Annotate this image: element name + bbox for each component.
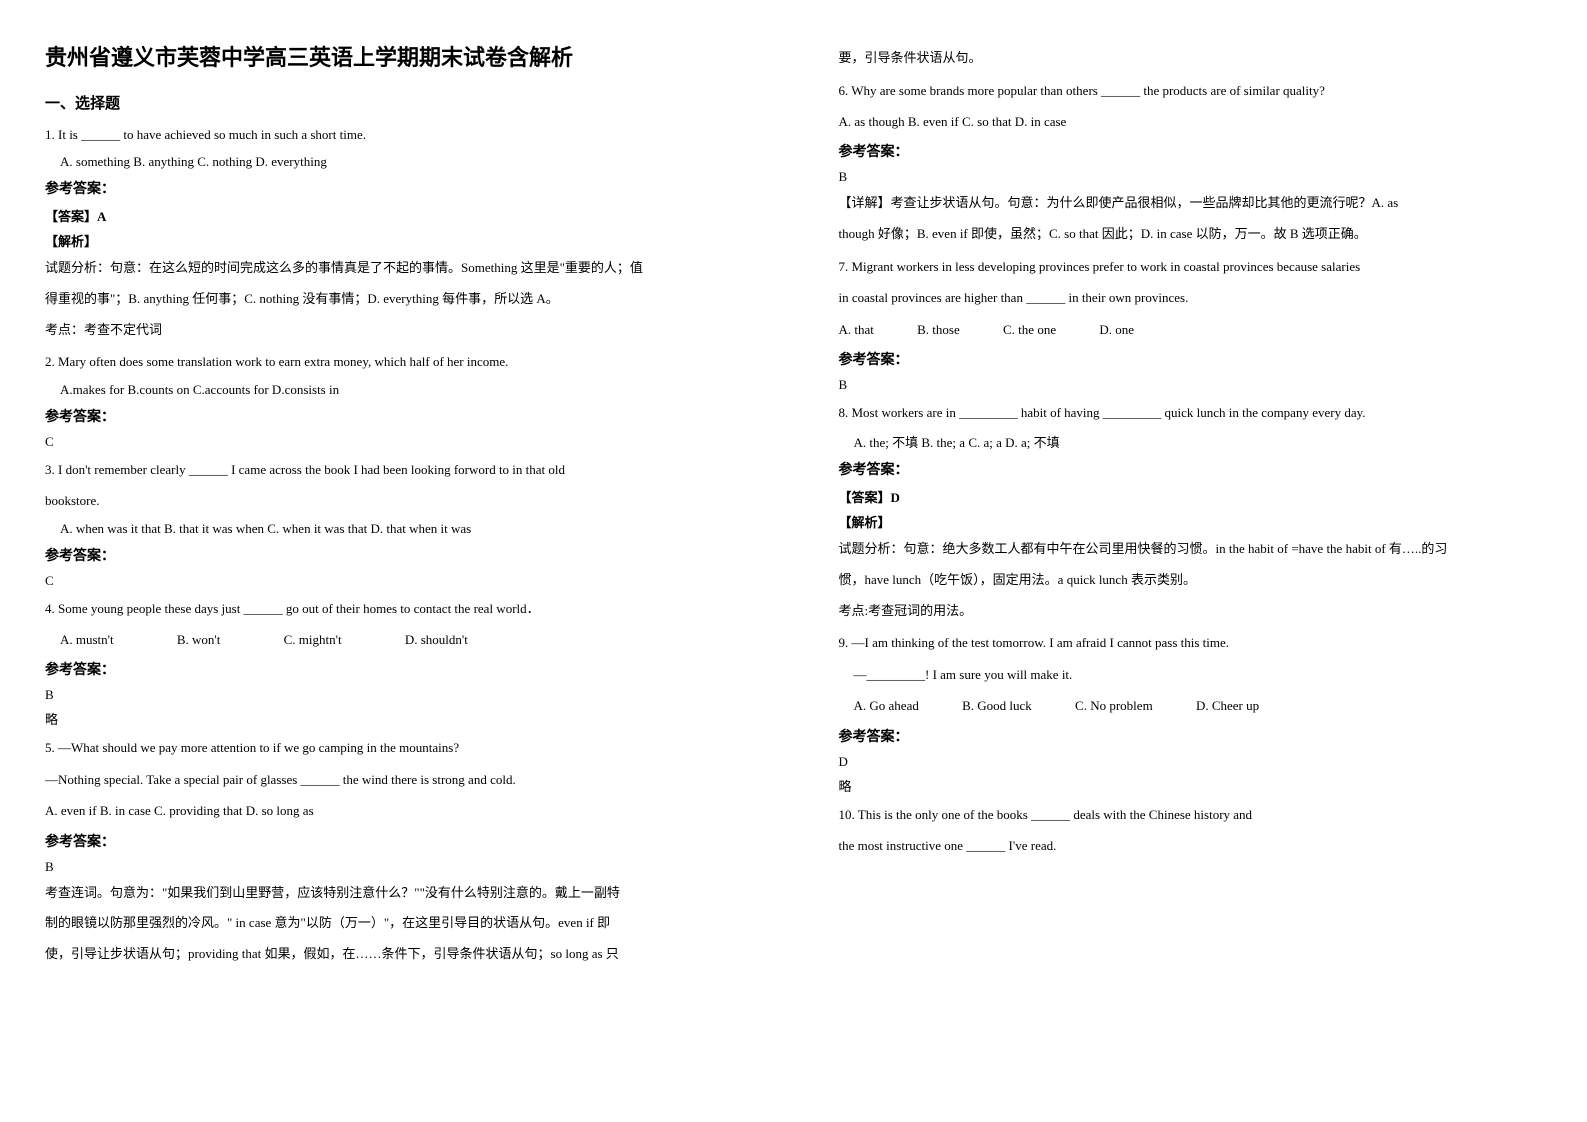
q2-answer-label: 参考答案： bbox=[45, 406, 749, 426]
q9-text1: 9. —I am thinking of the test tomorrow. … bbox=[839, 631, 1543, 654]
q9-optA: A. Go ahead bbox=[854, 698, 919, 713]
q5-exp3: 使，引导让步状语从句；providing that 如果，假如，在……条件下，引… bbox=[45, 942, 749, 967]
q6-exp2: though 好像；B. even if 即使，虽然；C. so that 因此… bbox=[839, 222, 1543, 247]
q2-ans: C bbox=[45, 434, 749, 450]
q8-exp2: 惯，have lunch（吃午饭），固定用法。a quick lunch 表示类… bbox=[839, 568, 1543, 593]
q8-text: 8. Most workers are in _________ habit o… bbox=[839, 401, 1543, 424]
q6-options: A. as though B. even if C. so that D. in… bbox=[839, 110, 1543, 133]
page-title: 贵州省遵义市芙蓉中学高三英语上学期期末试卷含解析 bbox=[45, 40, 749, 72]
q9-text2: —_________! I am sure you will make it. bbox=[854, 663, 1543, 686]
q2-text: 2. Mary often does some translation work… bbox=[45, 350, 749, 373]
q4-answer-label: 参考答案： bbox=[45, 659, 749, 679]
q7-options: A. that B. those C. the one D. one bbox=[839, 318, 1543, 341]
q4-optD: D. shouldn't bbox=[405, 632, 468, 647]
q9-answer-label: 参考答案： bbox=[839, 726, 1543, 746]
q5-options: A. even if B. in case C. providing that … bbox=[45, 799, 749, 822]
section-header: 一、选择题 bbox=[45, 92, 749, 113]
q9-optC: C. No problem bbox=[1075, 698, 1153, 713]
right-column: 要，引导条件状语从句。 6. Why are some brands more … bbox=[794, 0, 1587, 1122]
q7-optA: A. that bbox=[839, 322, 874, 337]
q9-options: A. Go ahead B. Good luck C. No problem D… bbox=[854, 694, 1543, 717]
q6-exp1: 【详解】考查让步状语从句。句意：为什么即使产品很相似，一些品牌却比其他的更流行呢… bbox=[839, 191, 1543, 216]
q10-text2: the most instructive one ______ I've rea… bbox=[839, 834, 1543, 857]
q5-exp1: 考查连词。句意为："如果我们到山里野营，应该特别注意什么？""没有什么特别注意的… bbox=[45, 881, 749, 906]
q1-exp3: 考点：考查不定代词 bbox=[45, 318, 749, 343]
q7-optD: D. one bbox=[1099, 322, 1134, 337]
q3-answer-label: 参考答案： bbox=[45, 545, 749, 565]
q4-options: A. mustn't B. won't C. mightn't D. shoul… bbox=[60, 628, 749, 651]
q6-answer-label: 参考答案： bbox=[839, 141, 1543, 161]
left-column: 贵州省遵义市芙蓉中学高三英语上学期期末试卷含解析 一、选择题 1. It is … bbox=[0, 0, 794, 1122]
q1-exp1: 试题分析：句意：在这么短的时间完成这么多的事情真是了不起的事情。Somethin… bbox=[45, 256, 749, 281]
q6-text: 6. Why are some brands more popular than… bbox=[839, 79, 1543, 102]
q10-text1: 10. This is the only one of the books __… bbox=[839, 803, 1543, 826]
q1-options: A. something B. anything C. nothing D. e… bbox=[60, 154, 749, 170]
q8-answer-label: 参考答案： bbox=[839, 459, 1543, 479]
q4-text: 4. Some young people these days just ___… bbox=[45, 597, 749, 620]
q3-ans: C bbox=[45, 573, 749, 589]
q1-answer-label: 参考答案： bbox=[45, 178, 749, 198]
q2-options: A.makes for B.counts on C.accounts for D… bbox=[60, 382, 749, 398]
q8-exp1: 试题分析：句意：绝大多数工人都有中午在公司里用快餐的习惯。in the habi… bbox=[839, 537, 1543, 562]
q7-answer-label: 参考答案： bbox=[839, 349, 1543, 369]
q8-ans2: 【解析】 bbox=[839, 512, 1543, 531]
q7-ans: B bbox=[839, 377, 1543, 393]
q4-note: 略 bbox=[45, 709, 749, 728]
q5-ans: B bbox=[45, 859, 749, 875]
q4-ans: B bbox=[45, 687, 749, 703]
q5-answer-label: 参考答案： bbox=[45, 831, 749, 851]
q1-text: 1. It is ______ to have achieved so much… bbox=[45, 123, 749, 146]
q5-text1: 5. —What should we pay more attention to… bbox=[45, 736, 749, 759]
q5-cont: 要，引导条件状语从句。 bbox=[839, 46, 1543, 71]
q1-ans2: 【解析】 bbox=[45, 231, 749, 250]
q7-optC: C. the one bbox=[1003, 322, 1056, 337]
q9-note: 略 bbox=[839, 776, 1543, 795]
q8-exp3: 考点:考查冠词的用法。 bbox=[839, 599, 1543, 624]
q4-optB: B. won't bbox=[177, 632, 221, 647]
q5-exp2: 制的眼镜以防那里强烈的冷风。" in case 意为"以防（万一）"，在这里引导… bbox=[45, 911, 749, 936]
q8-options: A. the; 不填 B. the; a C. a; a D. a; 不填 bbox=[854, 432, 1543, 451]
q1-ans1: 【答案】A bbox=[45, 206, 749, 225]
q3-text1: 3. I don't remember clearly ______ I cam… bbox=[45, 458, 749, 481]
q3-text2: bookstore. bbox=[45, 489, 749, 512]
q9-optB: B. Good luck bbox=[962, 698, 1032, 713]
q7-optB: B. those bbox=[917, 322, 960, 337]
q7-text2: in coastal provinces are higher than ___… bbox=[839, 286, 1543, 309]
q7-text1: 7. Migrant workers in less developing pr… bbox=[839, 255, 1543, 278]
q9-ans: D bbox=[839, 754, 1543, 770]
q4-optA: A. mustn't bbox=[60, 632, 114, 647]
q9-optD: D. Cheer up bbox=[1196, 698, 1259, 713]
q4-optC: C. mightn't bbox=[284, 632, 342, 647]
q8-ans1: 【答案】D bbox=[839, 487, 1543, 506]
q1-exp2: 得重视的事"；B. anything 任何事；C. nothing 没有事情；D… bbox=[45, 287, 749, 312]
q6-ans: B bbox=[839, 169, 1543, 185]
q3-options: A. when was it that B. that it was when … bbox=[60, 521, 749, 537]
q5-text2: —Nothing special. Take a special pair of… bbox=[45, 768, 749, 791]
